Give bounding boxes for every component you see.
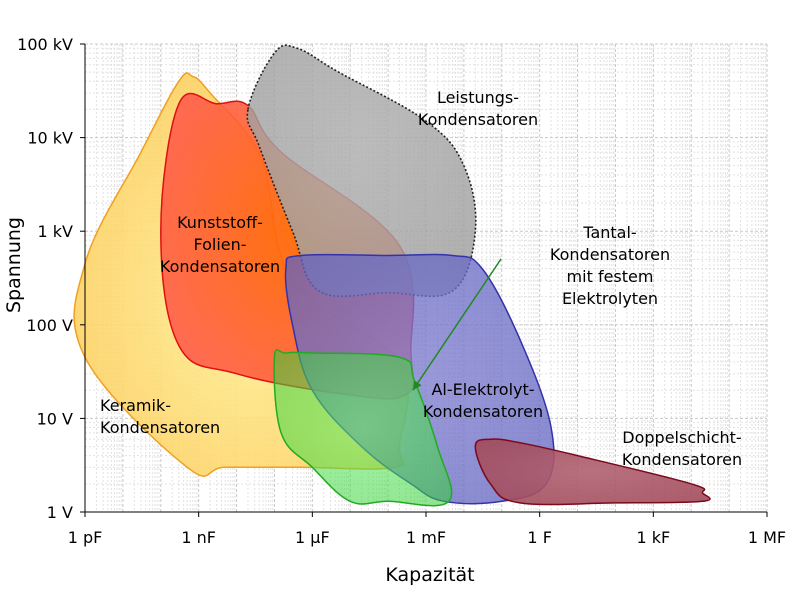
x-tick-label: 1 mF [406,528,446,547]
label-al-elektrolyt-kondensatoren: Al-Elektrolyt-Kondensatoren [423,380,543,421]
y-tick-label: 100 V [26,316,73,335]
x-tick-label: 1 F [527,528,551,547]
x-tick-label: 1 nF [181,528,216,547]
y-tick-label: 1 V [47,503,73,522]
y-tick-label: 1 kV [38,222,74,241]
region-doppelschicht-kondensatoren [474,438,711,506]
axes: 1 pF 1 nF 1 µF 1 mF 1 F 1 kF 1 MF 1 V 10 V 100 V 1… [17,35,786,547]
x-tick-label: 1 kF [636,528,670,547]
label-tantal-kondensatoren-mit-festem-elektrolyten: Tantal-Kondensatoren mit festem Elektrolyt… [550,223,670,308]
region-tantal-kondensatoren-mit-festem-elektrolyten [273,349,453,507]
x-tick-label: 1 MF [748,528,786,547]
y-tick-label: 10 kV [27,129,73,148]
label-leistungs-kondensatoren: Leistungs-Kondensatoren [418,88,538,129]
region-leistungs-kondensatoren [246,44,477,298]
label-kunststoff-folien-kondensatoren: Kunststoff-Folien-Kondensatoren [160,213,280,276]
x-tick-label: 1 µF [295,528,330,547]
annotation [412,258,502,391]
tantal-arrow [412,258,502,391]
y-tick-label: 100 kV [17,35,73,54]
region-labels: Keramik-Kondensatoren Kunststoff-Folien-K… [100,88,742,469]
label-doppelschicht-kondensatoren: Doppelschicht-Kondensatoren [622,428,742,469]
label-keramik-kondensatoren: Keramik-Kondensatoren [100,396,220,437]
x-tick-label: 1 pF [68,528,103,547]
y-axis-title: Spannung [3,217,25,313]
y-tick-label: 10 V [37,409,73,428]
x-axis-title: Kapazität [385,564,474,586]
